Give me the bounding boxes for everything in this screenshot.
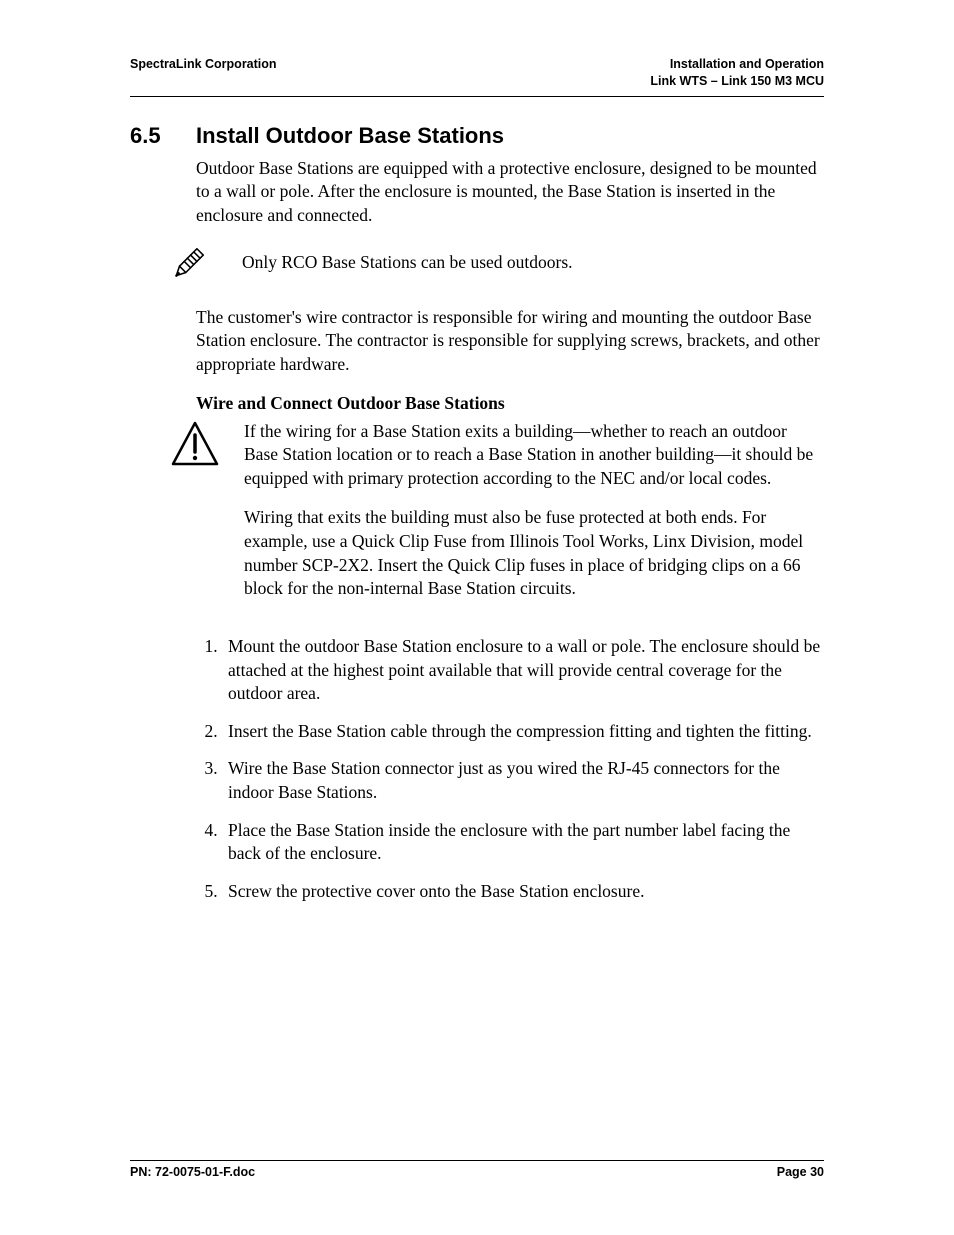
steps-list: Mount the outdoor Base Station enclosure… [196,635,824,904]
warning-text-column: If the wiring for a Base Station exits a… [244,420,824,617]
list-item: Screw the protective cover onto the Base… [222,880,824,904]
footer-rule [130,1160,824,1161]
page: SpectraLink Corporation Installation and… [0,0,954,1235]
list-item: Wire the Base Station connector just as … [222,757,824,804]
header-right: Installation and Operation Link WTS – Li… [650,56,824,90]
header-right-line1: Installation and Operation [650,56,824,73]
intro-paragraph: Outdoor Base Stations are equipped with … [196,157,824,228]
note-text: Only RCO Base Stations can be used outdo… [242,251,573,275]
header-left: SpectraLink Corporation [130,56,277,90]
subheading: Wire and Connect Outdoor Base Stations [196,393,824,414]
warning-block: If the wiring for a Base Station exits a… [170,420,824,617]
footer-left: PN: 72-0075-01-F.doc [130,1165,255,1179]
section-number: 6.5 [130,123,168,149]
footer-right: Page 30 [777,1165,824,1179]
section-heading: 6.5 Install Outdoor Base Stations [130,123,824,149]
contractor-paragraph: The customer's wire contractor is respon… [196,306,824,377]
list-item: Insert the Base Station cable through th… [222,720,824,744]
section-title: Install Outdoor Base Stations [196,123,504,149]
warning-paragraph-2: Wiring that exits the building must also… [244,506,824,601]
footer-row: PN: 72-0075-01-F.doc Page 30 [130,1165,824,1179]
list-item: Place the Base Station inside the enclos… [222,819,824,866]
warning-paragraph-1: If the wiring for a Base Station exits a… [244,420,824,491]
pencil-icon [170,244,208,282]
header-rule [130,96,824,97]
header-right-line2: Link WTS – Link 150 M3 MCU [650,73,824,90]
note-block: Only RCO Base Stations can be used outdo… [170,244,824,282]
warning-icon [170,420,220,617]
running-header: SpectraLink Corporation Installation and… [130,56,824,96]
list-item: Mount the outdoor Base Station enclosure… [222,635,824,706]
running-footer: PN: 72-0075-01-F.doc Page 30 [130,1160,824,1179]
